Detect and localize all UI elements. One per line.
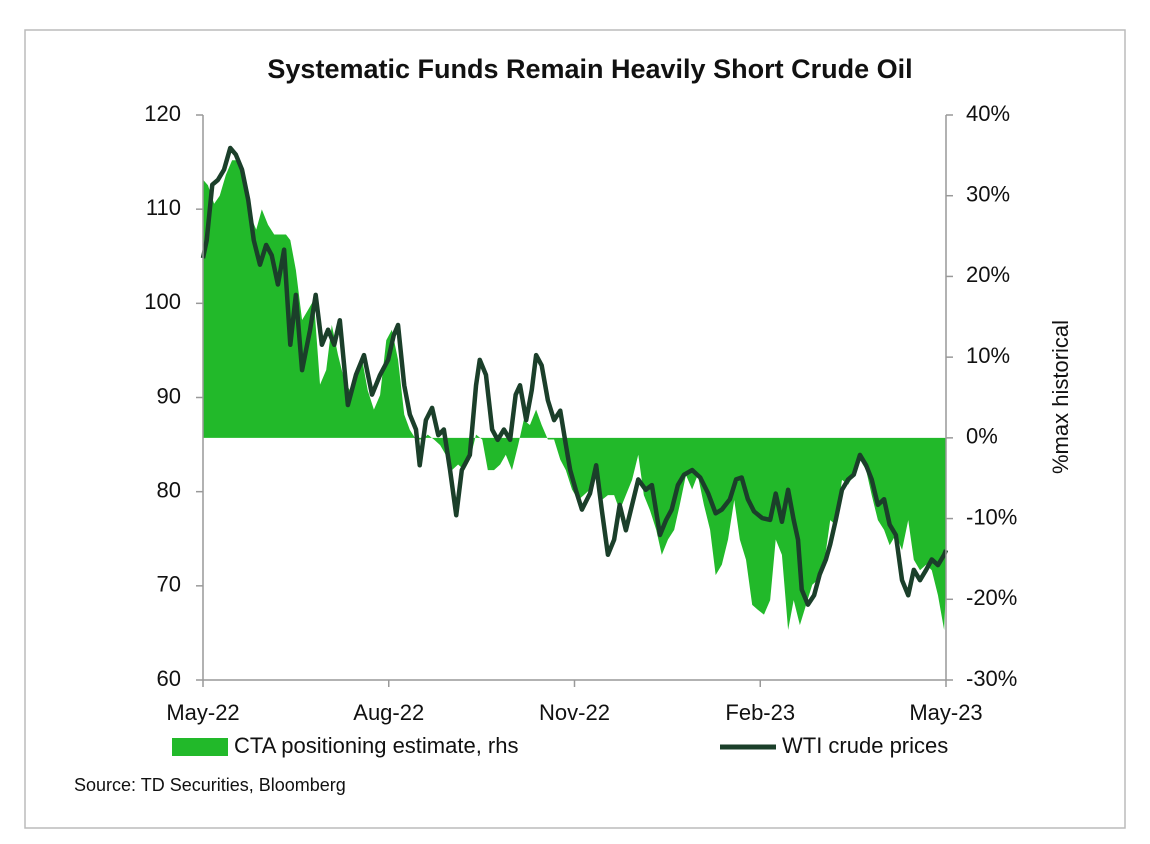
x-tick-label: May-23: [909, 700, 982, 725]
y2-tick-label: -30%: [966, 666, 1017, 691]
y-tick-label: 90: [157, 383, 181, 408]
x-tick-label: Aug-22: [353, 700, 424, 725]
x-tick-label: Feb-23: [725, 700, 795, 725]
chart-title: Systematic Funds Remain Heavily Short Cr…: [267, 54, 912, 84]
y-tick-label: 70: [157, 572, 181, 597]
x-tick-label: Nov-22: [539, 700, 610, 725]
y2-tick-label: 0%: [966, 424, 998, 449]
y2-tick-label: 10%: [966, 343, 1010, 368]
legend-label: WTI crude prices: [782, 733, 948, 758]
y-tick-label: 100: [144, 289, 181, 314]
y2-tick-label: 20%: [966, 262, 1010, 287]
y-tick-label: 80: [157, 477, 181, 502]
y2-axis-label: %max historical: [1048, 320, 1073, 474]
legend-swatch: [172, 738, 228, 756]
line: [200, 145, 949, 607]
y-tick-label: 120: [144, 101, 181, 126]
y-tick-label: 60: [157, 666, 181, 691]
area: [203, 160, 946, 630]
x-tick-label: May-22: [166, 700, 239, 725]
legend-label: CTA positioning estimate, rhs: [234, 733, 519, 758]
y-tick-label: 110: [146, 195, 181, 220]
y2-tick-label: -20%: [966, 585, 1017, 610]
y2-tick-label: 30%: [966, 182, 1010, 207]
y2-tick-label: 40%: [966, 101, 1010, 126]
y2-tick-label: -10%: [966, 504, 1017, 529]
source: Source: TD Securities, Bloomberg: [74, 775, 346, 795]
